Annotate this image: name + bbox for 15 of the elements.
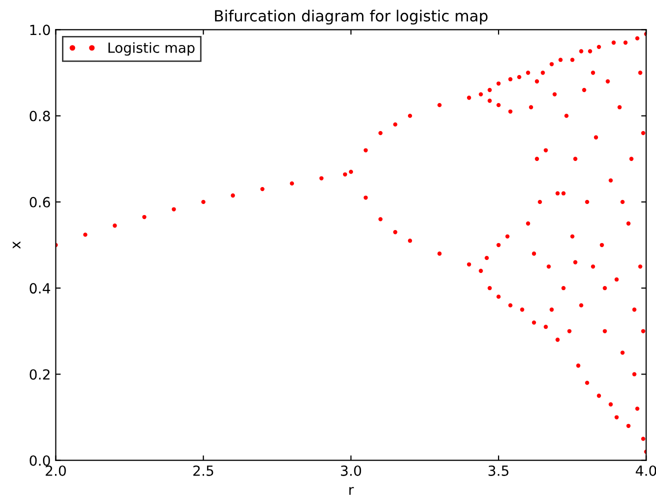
chart-title: Bifurcation diagram for logistic map [215,10,488,25]
x-tick-label: 3.0 [340,465,362,476]
y-tick-label: 0.4 [30,283,50,294]
y-tick-label: 0.8 [30,110,50,122]
y-tick-label: 1.0 [30,24,50,36]
x-tick-label: 4.0 [636,465,656,476]
x-tick-label: 3.5 [488,465,508,476]
x-tick-label: 2.0 [46,465,66,476]
legend-label: Logistic map [108,42,195,56]
y-axis-title: x [12,241,20,249]
x-tick-label: 2.5 [193,465,214,476]
x-axis-title: r [349,486,354,495]
y-tick-label: 0.2 [30,369,50,380]
y-tick-label: 0.0 [30,455,50,466]
y-tick-label: 0.6 [30,196,50,208]
